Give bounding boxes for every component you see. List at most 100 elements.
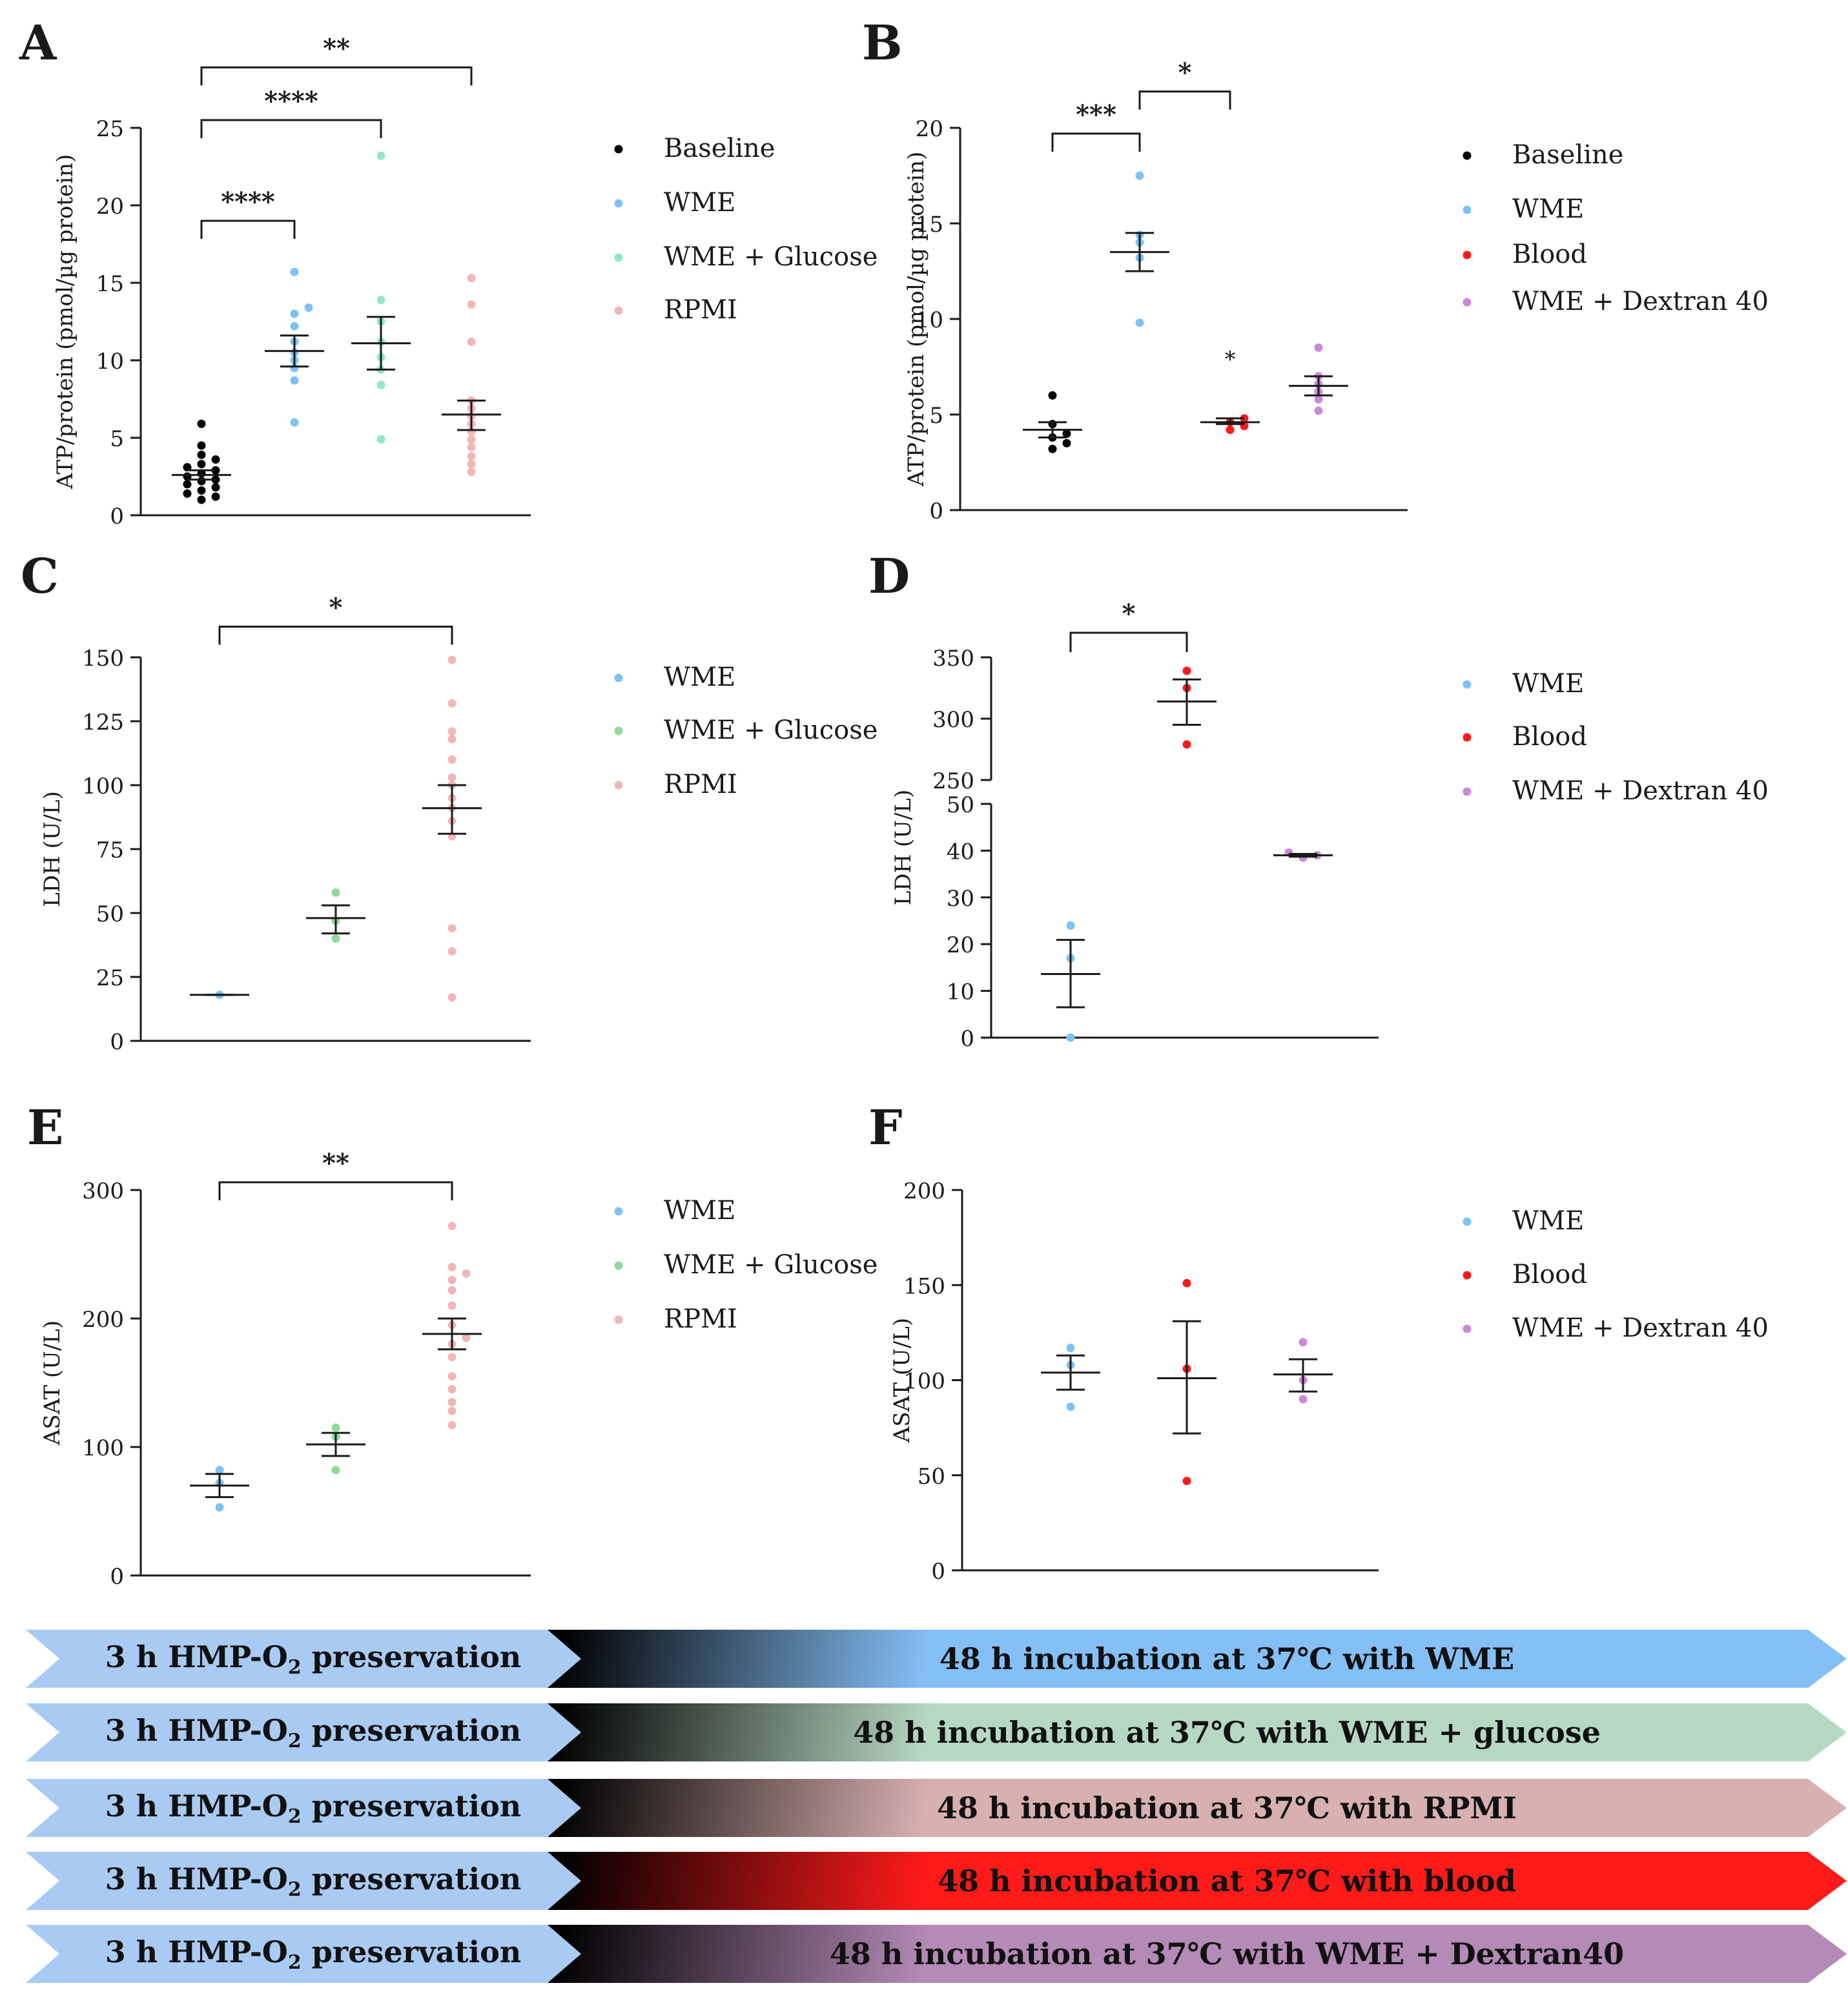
y-tick-label: 10 — [947, 980, 974, 1005]
data-point — [467, 435, 476, 444]
data-point — [447, 1262, 457, 1271]
preservation-suffix: preservation — [301, 1639, 522, 1674]
data-point — [290, 309, 299, 318]
data-point — [447, 1421, 457, 1430]
y-tick-label: 0 — [960, 1026, 974, 1052]
legend-marker — [614, 726, 623, 735]
panel-a: A 0 5 10 15 20 25 ATP/protein (pmol/µg protein)… — [19, 15, 878, 529]
data-point — [1135, 318, 1144, 327]
y-tick-label: 75 — [96, 837, 124, 863]
y-tick-label: 0 — [929, 498, 943, 524]
y-tick-label: 20 — [96, 194, 124, 220]
incubation-label: 48 h incubation at 37℃ with WME + Dextra… — [829, 1936, 1625, 1971]
y-tick-label: 25 — [96, 965, 124, 991]
data-point — [1314, 395, 1323, 404]
data-point — [183, 463, 192, 472]
preservation-suffix: preservation — [301, 1712, 522, 1748]
data-point — [447, 947, 457, 956]
legend-marker — [614, 199, 623, 208]
data-point — [447, 1372, 457, 1381]
protocol-row: 48 h incubation at 37℃ with WME + glucos… — [26, 1703, 1847, 1761]
data-point — [215, 1503, 224, 1512]
y-axis-label: ATP/protein (pmol/µg protein) — [903, 152, 929, 487]
panel-e: E 0 100 200 300 ASAT (U/L) ** WME WME + Glucose R… — [27, 1100, 878, 1590]
data-point — [376, 380, 385, 389]
legend-label: WME — [1512, 669, 1584, 699]
y-tick-label: 50 — [96, 901, 124, 927]
data-point — [331, 888, 340, 897]
legend-marker — [1463, 251, 1472, 260]
data-point — [1314, 406, 1323, 415]
data-point — [376, 295, 385, 304]
data-point — [376, 151, 385, 160]
preservation-subscript: 2 — [287, 1878, 302, 1901]
significance-bracket — [1138, 90, 1231, 110]
preservation-arrow: 3 h HMP-O2 preservation — [26, 1703, 581, 1761]
data-point — [467, 337, 476, 346]
data-point — [290, 418, 299, 427]
protocol-row: 48 h incubation at 37℃ with WME 3 h HMP-O… — [26, 1630, 1847, 1688]
preservation-subscript: 2 — [287, 1656, 302, 1679]
y-tick-label: 200 — [82, 1307, 124, 1333]
data-point — [462, 1333, 471, 1342]
legend-marker — [614, 781, 623, 790]
panel-letter: C — [21, 549, 59, 604]
y-tick-label: 15 — [96, 271, 124, 297]
data-point — [447, 1301, 457, 1310]
y-tick-label: 125 — [82, 710, 124, 735]
y-tick-label: 30 — [947, 886, 974, 912]
preservation-label: 3 h HMP-O2 preservation — [105, 1789, 521, 1828]
panel-letter: F — [868, 1100, 903, 1156]
legend-label: WME + Dextran 40 — [1512, 1313, 1769, 1343]
preservation-suffix: preservation — [301, 1861, 522, 1896]
data-point — [197, 441, 206, 450]
legend-label: Baseline — [664, 134, 775, 163]
y-tick-label: 100 — [903, 1369, 945, 1395]
data-point — [1182, 1477, 1191, 1486]
y-tick-label: 0 — [110, 504, 124, 529]
data-point — [447, 1384, 457, 1393]
incubation-arrow: 48 h incubation at 37℃ with blood — [536, 1852, 1847, 1910]
preservation-suffix: preservation — [301, 1788, 522, 1823]
legend-marker — [1463, 205, 1472, 214]
legend-label: WME + Dextran 40 — [1512, 776, 1769, 806]
significance-bracket — [200, 66, 473, 86]
significance-bracket — [1069, 631, 1188, 652]
data-point — [447, 1275, 457, 1284]
y-tick-label: 0 — [110, 1564, 124, 1590]
preservation-label: 3 h HMP-O2 preservation — [105, 1862, 521, 1901]
legend-marker — [614, 145, 623, 154]
y-tick-label: 200 — [903, 1178, 945, 1204]
data-point — [447, 1397, 457, 1406]
significance-label: *** — [1076, 99, 1116, 130]
significance-label: **** — [221, 187, 275, 217]
legend-marker — [1463, 1217, 1472, 1226]
incubation-arrow: 48 h incubation at 37℃ with WME + Dextra… — [536, 1925, 1847, 1983]
legend-marker — [614, 1207, 623, 1216]
data-point — [304, 303, 313, 312]
preservation-subscript: 2 — [287, 1729, 302, 1752]
legend-label: RPMI — [664, 1304, 737, 1334]
legend-label: WME — [664, 188, 735, 218]
data-point — [447, 735, 457, 744]
data-point — [447, 924, 457, 933]
data-point — [447, 1286, 457, 1295]
legend-label: WME — [664, 662, 735, 692]
legend-marker — [1463, 151, 1472, 160]
data-point — [447, 655, 457, 664]
data-point — [1182, 740, 1191, 749]
data-point — [331, 1423, 340, 1432]
panel-f: F 0 50 100 150 200 ASAT (U/L) WME Blood WME + Dex… — [868, 1100, 1769, 1585]
data-point — [183, 480, 192, 489]
data-point — [467, 274, 476, 283]
legend-label: WME + Glucose — [664, 715, 878, 745]
y-axis-label: ASAT (U/L) — [39, 1320, 65, 1446]
data-point — [1182, 666, 1191, 675]
legend-label: RPMI — [664, 770, 737, 799]
y-tick-label: 5 — [110, 426, 124, 452]
y-axis-label: LDH (U/L) — [39, 791, 65, 907]
y-tick-label: 0 — [110, 1029, 124, 1055]
data-point — [211, 492, 220, 501]
data-point — [197, 460, 206, 469]
preservation-label: 3 h HMP-O2 preservation — [105, 1713, 521, 1752]
